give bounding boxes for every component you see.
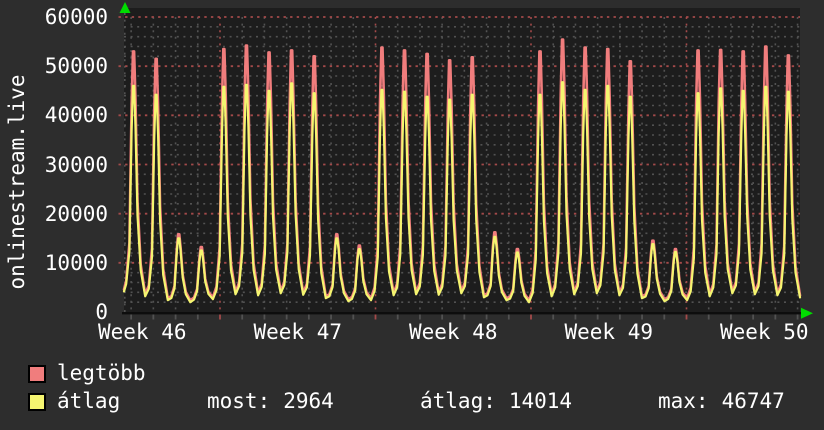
- y-axis-label: 50000: [44, 54, 108, 79]
- legend-label-legtobb: legtöbb: [57, 361, 146, 385]
- stat-max: max: 46747: [658, 389, 785, 413]
- y-axis-label: 20000: [44, 201, 108, 226]
- stat-atlag-label: átlag:: [420, 389, 496, 413]
- legend-swatch-atlag: [28, 393, 46, 411]
- x-axis-label: Week 47: [253, 320, 342, 344]
- stat-most-value: 2964: [283, 389, 334, 413]
- chart-canvas: [118, 2, 813, 320]
- y-axis-arrow-icon: [119, 2, 131, 13]
- stat-max-label: max:: [658, 389, 709, 413]
- legend-label-atlag: átlag: [57, 389, 121, 413]
- stat-most: most: 2964: [207, 389, 334, 413]
- stat-atlag-value: 14014: [508, 389, 573, 413]
- y-axis-label: 40000: [44, 103, 108, 128]
- x-axis-label: Week 49: [564, 320, 653, 344]
- y-axis-label: 30000: [44, 152, 108, 177]
- y-axis-label: 0: [95, 300, 108, 324]
- stat-atlag: átlag: 14014: [420, 389, 572, 413]
- x-axis-label: Week 46: [97, 320, 187, 344]
- y-axis-label: 60000: [44, 5, 108, 29]
- y-axis-label: 10000: [44, 250, 108, 275]
- series-atlag: [122, 81, 802, 304]
- x-axis-label: Week 48: [408, 320, 498, 344]
- legend-swatch-legtobb: [28, 365, 46, 383]
- x-axis-arrow-icon: [801, 307, 813, 319]
- stat-most-label: most:: [207, 389, 271, 413]
- stat-max-value: 46747: [721, 389, 785, 413]
- x-axis-label: Week 50: [719, 320, 809, 344]
